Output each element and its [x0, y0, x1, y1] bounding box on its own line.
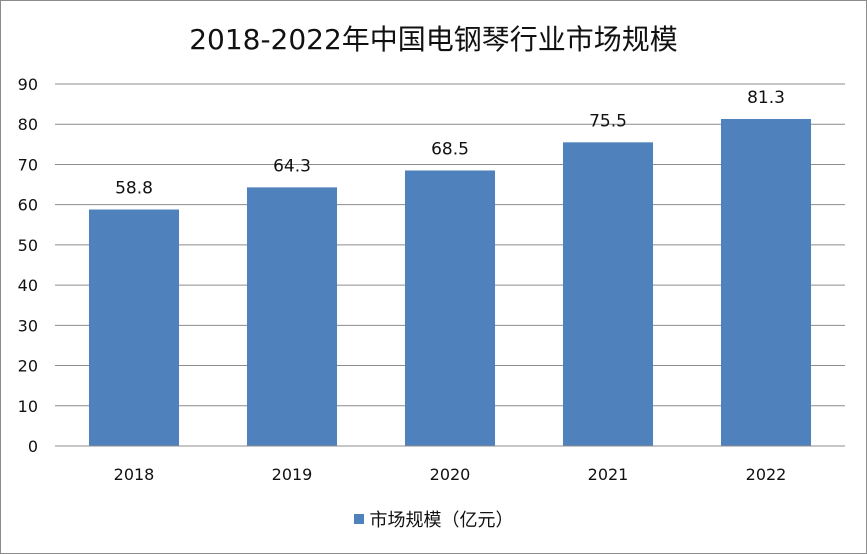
data-label: 64.3 — [273, 156, 311, 176]
y-tick-label: 90 — [18, 75, 38, 94]
x-tick-label: 2022 — [746, 465, 787, 484]
y-tick-label: 50 — [18, 236, 38, 255]
y-tick-label: 10 — [18, 397, 38, 416]
y-tick-label: 40 — [18, 276, 38, 295]
y-tick-label: 80 — [18, 115, 38, 134]
data-label: 75.5 — [589, 111, 627, 131]
y-tick-label: 20 — [18, 357, 38, 376]
y-tick-label: 0 — [28, 437, 38, 456]
x-tick-label: 2020 — [430, 465, 471, 484]
y-tick-label: 60 — [18, 196, 38, 215]
y-tick-label: 30 — [18, 316, 38, 335]
bar — [562, 142, 654, 447]
legend-label: 市场规模（亿元） — [369, 510, 514, 531]
x-tick-label: 2021 — [588, 465, 629, 484]
legend: 市场规模（亿元） — [0, 506, 867, 532]
bar — [88, 209, 180, 446]
x-tick-label: 2018 — [114, 465, 155, 484]
data-label: 68.5 — [431, 139, 469, 159]
data-label: 58.8 — [115, 178, 153, 198]
y-tick-label: 70 — [18, 155, 38, 174]
legend-swatch — [353, 514, 364, 524]
x-tick-label: 2019 — [272, 465, 313, 484]
chart-title: 2018-2022年中国电钢琴行业市场规模 — [189, 23, 678, 56]
data-label: 81.3 — [747, 88, 785, 108]
bar — [246, 187, 338, 447]
bar — [720, 118, 812, 446]
bar — [404, 170, 496, 446]
